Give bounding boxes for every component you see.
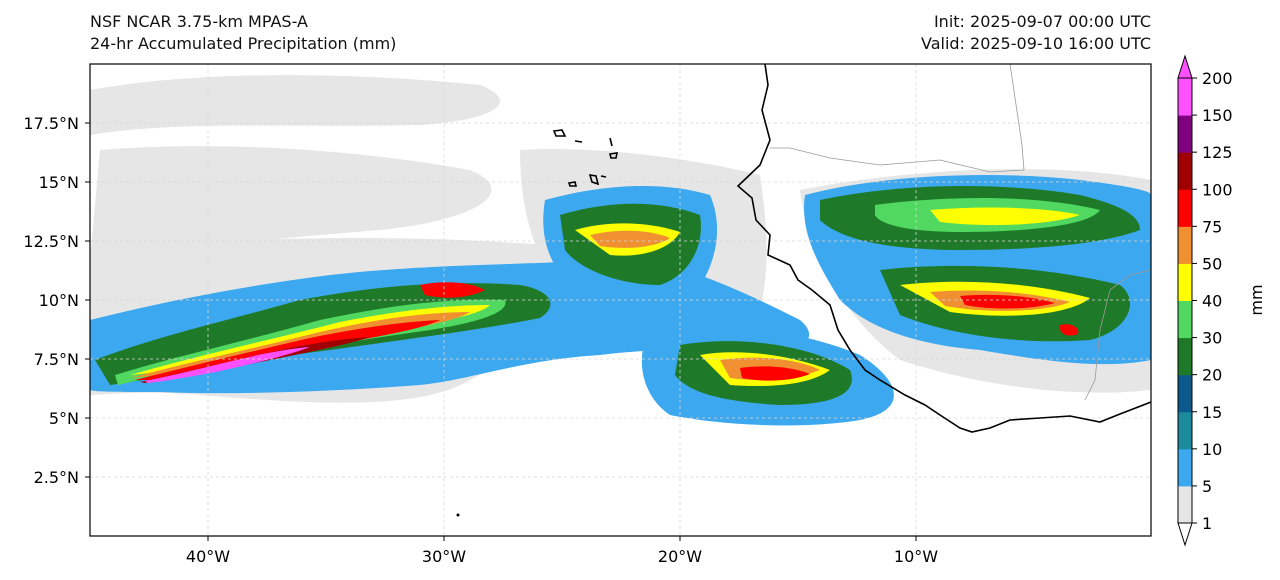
axis-tick-marks xyxy=(85,122,917,541)
colorbar-level-label: 125 xyxy=(1202,143,1233,162)
valid-time: Valid: 2025-09-10 16:00 UTC xyxy=(920,34,1151,53)
colorbar-extend-min xyxy=(1177,522,1193,547)
lon-tick-labels: 40°W 30°W 20°W 10°W xyxy=(186,547,938,566)
colorbar-level-label: 30 xyxy=(1202,329,1222,348)
graticule xyxy=(90,64,1151,536)
lon-tick-label: 10°W xyxy=(894,547,938,566)
colorbar-label: mm xyxy=(1247,284,1266,315)
model-title: NSF NCAR 3.75-km MPAS-A xyxy=(90,12,308,31)
lat-tick-label: 17.5°N xyxy=(23,114,79,133)
colorbar-level-label: 100 xyxy=(1202,180,1233,199)
colorbar-swatch xyxy=(1178,263,1192,301)
precip-field xyxy=(90,64,1151,536)
lon-tick-label: 20°W xyxy=(658,547,702,566)
coastline xyxy=(736,64,1151,433)
field-title: 24-hr Accumulated Precipitation (mm) xyxy=(90,34,397,53)
title-right: Init: 2025-09-07 00:00 UTC Valid: 2025-0… xyxy=(921,11,1151,55)
lat-tick-label: 10°N xyxy=(39,291,79,310)
island-marker xyxy=(456,513,460,517)
colorbar-level-label: 15 xyxy=(1202,403,1222,422)
colorbar-swatch xyxy=(1178,152,1192,190)
init-time: Init: 2025-09-07 00:00 UTC xyxy=(933,12,1151,31)
lat-tick-label: 2.5°N xyxy=(34,468,79,487)
lat-tick-labels: 17.5°N 15°N 12.5°N 10°N 7.5°N 5°N 2.5°N xyxy=(23,114,79,487)
colorbar-level-label: 150 xyxy=(1202,106,1233,125)
colorbar-level-label: 40 xyxy=(1202,292,1222,311)
colorbar-swatch xyxy=(1178,189,1192,227)
colorbar-level-label: 10 xyxy=(1202,440,1222,459)
colorbar-level-label: 75 xyxy=(1202,217,1222,236)
lat-tick-label: 12.5°N xyxy=(23,232,79,251)
colorbar-level-label: 1 xyxy=(1202,514,1212,533)
colorbar-level-label: 200 xyxy=(1202,69,1233,88)
colorbar-swatch xyxy=(1178,78,1192,116)
country-borders xyxy=(770,64,1151,401)
colorbar-swatch xyxy=(1178,485,1192,524)
colorbar-level-label: 20 xyxy=(1202,366,1222,385)
colorbar-level-label: 5 xyxy=(1202,477,1212,496)
title-left: NSF NCAR 3.75-km MPAS-A 24-hr Accumulate… xyxy=(90,11,396,55)
colorbar-swatch xyxy=(1178,374,1192,413)
lon-tick-label: 40°W xyxy=(186,547,230,566)
colorbar-extend-max xyxy=(1177,54,1193,79)
lat-tick-label: 7.5°N xyxy=(34,350,79,369)
colorbar-swatch xyxy=(1178,300,1192,339)
colorbar-swatch xyxy=(1178,337,1192,376)
lat-tick-label: 5°N xyxy=(49,409,79,428)
colorbar-level-label: 50 xyxy=(1202,254,1222,273)
colorbar-swatch xyxy=(1178,448,1192,487)
precip-150mm-regions xyxy=(145,347,310,383)
cape-verde-islands xyxy=(552,129,619,187)
lat-tick-label: 15°N xyxy=(39,173,79,192)
colorbar-swatch xyxy=(1178,226,1192,264)
lon-tick-label: 30°W xyxy=(422,547,466,566)
colorbar-swatch xyxy=(1178,411,1192,450)
colorbar-swatch xyxy=(1178,115,1192,153)
